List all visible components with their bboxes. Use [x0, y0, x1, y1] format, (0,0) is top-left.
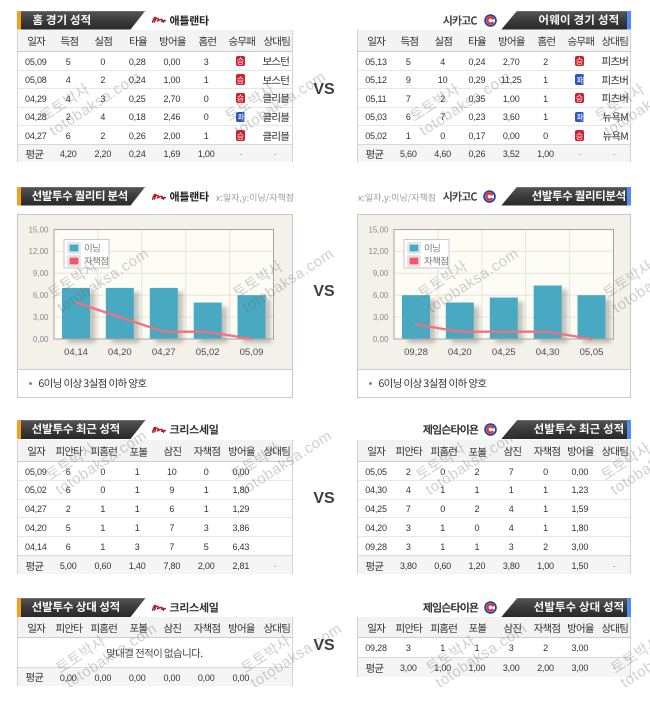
svg-text:0,00: 0,00: [32, 334, 48, 343]
svg-text:04,14: 04,14: [64, 347, 88, 358]
svg-text:12,00: 12,00: [28, 247, 49, 256]
svg-text:04,27: 04,27: [151, 347, 175, 358]
svg-text:05,05: 05,05: [579, 347, 603, 358]
svg-text:9,00: 9,00: [32, 269, 48, 278]
svg-text:6,00: 6,00: [373, 291, 389, 300]
svg-text:3,00: 3,00: [373, 312, 389, 321]
svg-text:0,00: 0,00: [373, 334, 389, 343]
svg-text:04,20: 04,20: [107, 347, 131, 358]
svg-text:04,25: 04,25: [492, 347, 516, 358]
svg-text:09,28: 09,28: [404, 347, 428, 358]
svg-text:15,00: 15,00: [368, 225, 389, 234]
svg-text:6,00: 6,00: [32, 291, 48, 300]
svg-text:9,00: 9,00: [373, 269, 389, 278]
svg-text:04,20: 04,20: [448, 347, 472, 358]
svg-text:3,00: 3,00: [32, 312, 48, 321]
svg-text:05,09: 05,09: [239, 347, 263, 358]
svg-text:12,00: 12,00: [368, 247, 389, 256]
svg-text:15,00: 15,00: [28, 225, 49, 234]
svg-text:05,02: 05,02: [195, 347, 219, 358]
svg-text:04,30: 04,30: [536, 347, 560, 358]
